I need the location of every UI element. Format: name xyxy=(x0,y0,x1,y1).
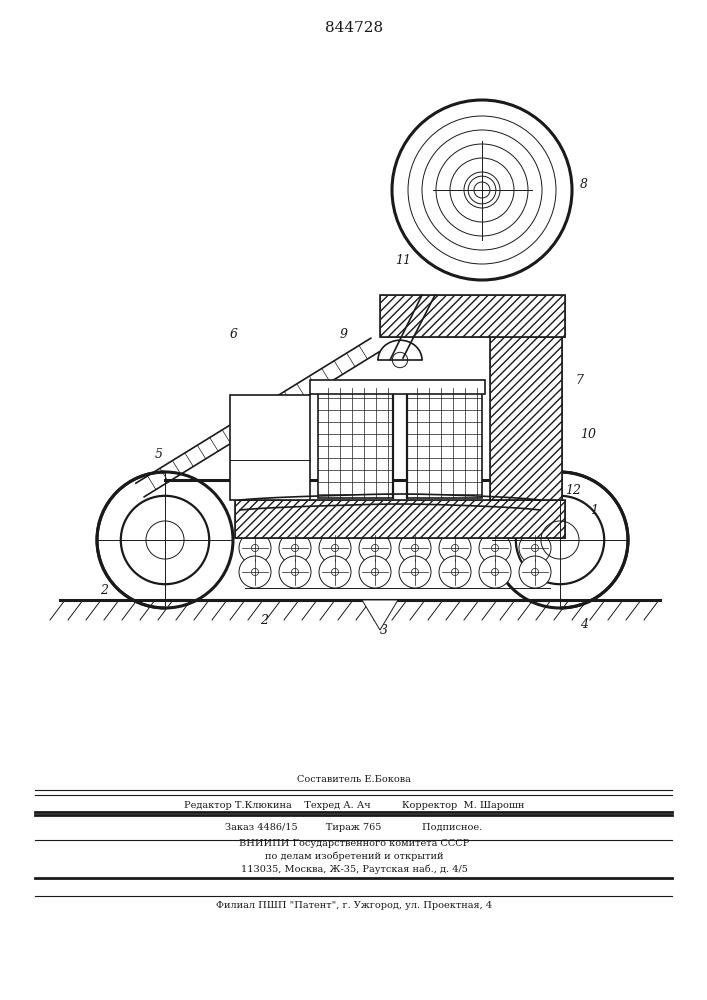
Text: 10: 10 xyxy=(580,428,596,442)
Text: 8: 8 xyxy=(580,178,588,192)
Text: Заказ 4486/15         Тираж 765             Подписное.: Заказ 4486/15 Тираж 765 Подписное. xyxy=(226,822,483,832)
Bar xyxy=(380,295,565,337)
Polygon shape xyxy=(362,600,398,630)
Bar xyxy=(380,295,565,337)
Circle shape xyxy=(519,556,551,588)
Bar xyxy=(235,500,565,538)
Circle shape xyxy=(239,532,271,564)
Text: 6: 6 xyxy=(230,328,238,342)
Text: 2: 2 xyxy=(100,584,108,596)
Circle shape xyxy=(479,556,511,588)
Text: 11: 11 xyxy=(395,253,411,266)
Text: 5: 5 xyxy=(155,448,163,462)
Circle shape xyxy=(519,532,551,564)
Circle shape xyxy=(359,532,391,564)
Bar xyxy=(490,335,562,500)
Text: Составитель Е.Бокова: Составитель Е.Бокова xyxy=(297,776,411,784)
Circle shape xyxy=(479,532,511,564)
Circle shape xyxy=(399,532,431,564)
Text: 12: 12 xyxy=(565,484,581,496)
Text: по делам изобретений и открытий: по делам изобретений и открытий xyxy=(264,851,443,861)
Text: 7: 7 xyxy=(575,373,583,386)
Bar xyxy=(230,395,310,500)
Text: Редактор Т.Клюкина    Техред А. Ач          Корректор  М. Шарошн: Редактор Т.Клюкина Техред А. Ач Корректо… xyxy=(184,802,524,810)
Text: 844728: 844728 xyxy=(325,21,383,35)
Circle shape xyxy=(319,532,351,564)
Text: ВНИИПИ Государственного комитета СССР: ВНИИПИ Государственного комитета СССР xyxy=(239,838,469,848)
Text: 9: 9 xyxy=(340,328,348,342)
Text: 3: 3 xyxy=(380,624,388,637)
Circle shape xyxy=(359,556,391,588)
Circle shape xyxy=(399,556,431,588)
Circle shape xyxy=(474,182,490,198)
Bar xyxy=(235,500,565,538)
Text: Филиал ПШП "Патент", г. Ужгород, ул. Проектная, 4: Филиал ПШП "Патент", г. Ужгород, ул. Про… xyxy=(216,900,492,910)
Circle shape xyxy=(319,556,351,588)
Text: 4: 4 xyxy=(580,618,588,632)
Text: 113035, Москва, Ж-35, Раутская наб., д. 4/5: 113035, Москва, Ж-35, Раутская наб., д. … xyxy=(240,864,467,874)
Circle shape xyxy=(279,556,311,588)
Circle shape xyxy=(279,532,311,564)
Text: 1: 1 xyxy=(590,504,598,516)
Bar xyxy=(310,380,485,394)
Circle shape xyxy=(439,532,471,564)
Text: 2: 2 xyxy=(260,613,268,626)
Circle shape xyxy=(239,556,271,588)
Circle shape xyxy=(439,556,471,588)
Bar xyxy=(407,388,482,498)
Bar xyxy=(318,388,393,498)
Bar xyxy=(490,335,562,500)
